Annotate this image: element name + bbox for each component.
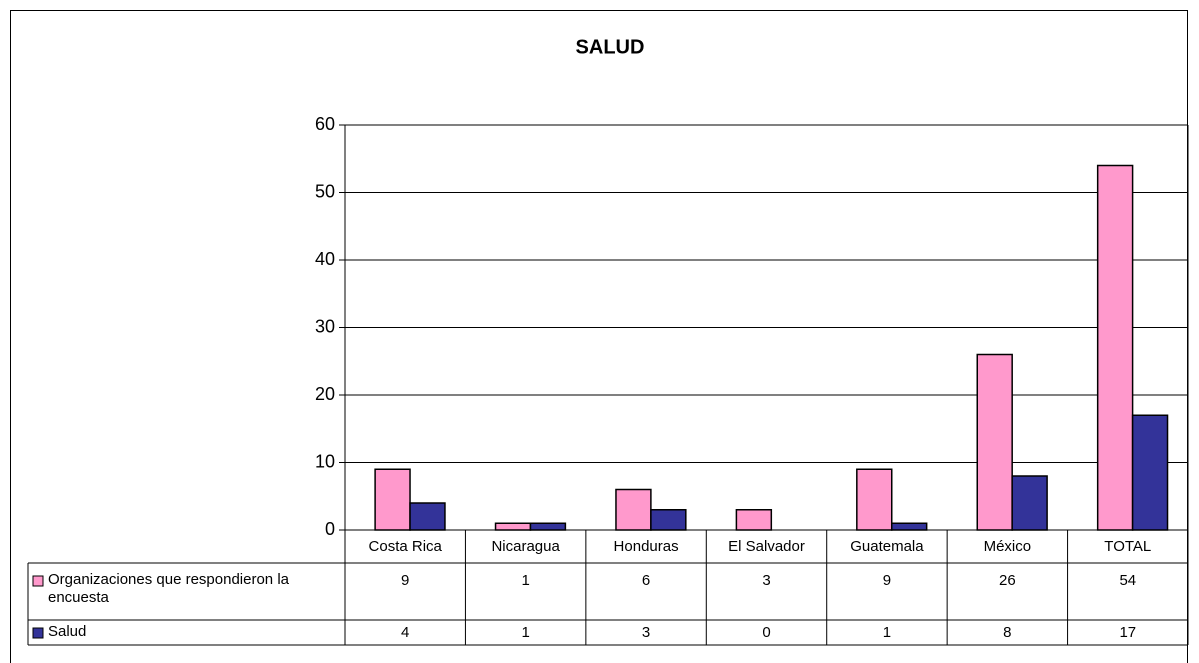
table-value: 1 — [521, 572, 529, 589]
bar — [1131, 414, 1169, 531]
bar — [409, 502, 446, 531]
table-value: 1 — [521, 624, 529, 641]
x-tick-label: TOTAL — [1104, 538, 1151, 555]
bar — [615, 488, 652, 531]
table-value: 9 — [401, 572, 409, 589]
bar — [976, 353, 1013, 531]
y-tick-label: 50 — [315, 181, 335, 201]
table-value: 6 — [642, 572, 650, 589]
legend-key — [32, 627, 44, 639]
table-value: 3 — [642, 624, 650, 641]
bar — [650, 509, 687, 531]
chart-border — [10, 10, 1188, 663]
x-tick-label: Guatemala — [850, 538, 924, 555]
table-value: 9 — [883, 572, 891, 589]
table-value: 17 — [1119, 624, 1136, 641]
table-value: 26 — [999, 572, 1016, 589]
bar — [529, 522, 567, 531]
table-value: 4 — [401, 624, 409, 641]
table-value: 0 — [762, 624, 770, 641]
table-value: 1 — [883, 624, 891, 641]
y-tick-label: 10 — [315, 451, 335, 471]
table-value: 3 — [762, 572, 770, 589]
chart-title: SALUD — [576, 36, 645, 58]
legend-label: Salud — [48, 623, 87, 640]
y-tick-label: 0 — [325, 519, 335, 539]
bar — [1011, 475, 1048, 531]
bar — [494, 522, 532, 531]
legend-key — [32, 575, 44, 587]
legend-label: Organizaciones que respondieron la encue… — [48, 571, 289, 606]
bar — [735, 509, 773, 531]
x-tick-label: Nicaragua — [491, 538, 560, 555]
y-tick-label: 40 — [315, 249, 335, 269]
y-tick-label: 60 — [315, 114, 335, 134]
bar — [374, 468, 411, 531]
x-tick-label: El Salvador — [728, 538, 805, 555]
table-value: 8 — [1003, 624, 1011, 641]
x-tick-label: México — [984, 538, 1032, 555]
bar — [1096, 164, 1134, 531]
x-tick-label: Honduras — [614, 538, 679, 555]
y-tick-label: 30 — [315, 316, 335, 336]
table-value: 54 — [1119, 572, 1136, 589]
x-tick-label: Costa Rica — [369, 538, 443, 555]
bar — [890, 522, 928, 531]
y-tick-label: 20 — [315, 384, 335, 404]
bar — [856, 468, 893, 531]
